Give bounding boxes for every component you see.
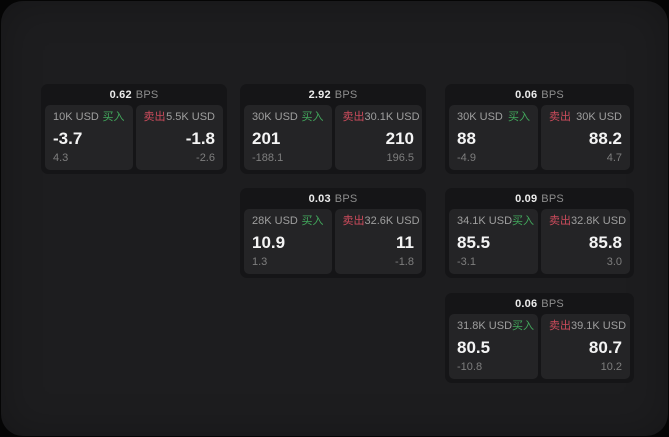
- buy-label: 买入: [102, 111, 125, 123]
- spread-unit: BPS: [541, 192, 564, 205]
- sell-amount: 5.5K USD: [166, 111, 215, 123]
- sell-quote-tile[interactable]: 卖出 30K USD 88.2 4.7: [541, 105, 630, 170]
- spread-value: 0.03: [308, 192, 331, 205]
- spread-unit: BPS: [541, 297, 564, 310]
- sell-price: 80.7: [588, 337, 622, 357]
- spread-unit: BPS: [334, 192, 358, 205]
- buy-amount: 30K USD: [457, 111, 503, 123]
- buy-amount: 30K USD: [252, 111, 298, 123]
- buy-delta: -188.1: [252, 152, 284, 164]
- buy-price: -3.7: [53, 128, 83, 148]
- buy-amount: 34.1K USD: [457, 215, 513, 227]
- sell-amount: 32.6K USD: [364, 215, 420, 227]
- sell-label: 卖出: [342, 215, 365, 227]
- quote-card-3: 0.06 BPS 30K USD 买入 88 -4.9 卖出 30K USD 8…: [445, 84, 634, 174]
- spread-header: 0.06 BPS: [445, 293, 634, 314]
- spread-unit: BPS: [334, 88, 358, 101]
- buy-price: 80.5: [457, 337, 491, 357]
- buy-amount: 10K USD: [53, 111, 99, 123]
- buy-delta: -4.9: [457, 152, 476, 164]
- sell-quote-tile[interactable]: 卖出 32.6K USD 11 -1.8: [334, 209, 422, 274]
- buy-quote-tile[interactable]: 28K USD 买入 10.9 1.3: [244, 209, 332, 274]
- sell-price: -1.8: [185, 128, 215, 148]
- sell-quote-tile[interactable]: 卖出 5.5K USD -1.8 -2.6: [135, 105, 223, 170]
- buy-label: 买入: [301, 111, 324, 123]
- quote-card-5: 0.09 BPS 34.1K USD 买入 85.5 -3.1 卖出 32.8K…: [445, 188, 634, 278]
- buy-price: 201: [252, 128, 281, 148]
- sell-label: 卖出: [342, 111, 365, 123]
- spread-header: 0.03 BPS: [240, 188, 426, 209]
- sell-price: 11: [396, 232, 414, 252]
- sell-price: 210: [385, 128, 414, 148]
- sell-quote-tile[interactable]: 卖出 39.1K USD 80.7 10.2: [541, 314, 630, 379]
- sell-quote-tile[interactable]: 卖出 32.8K USD 85.8 3.0: [541, 209, 630, 274]
- sell-price: 88.2: [588, 128, 622, 148]
- sell-label: 卖出: [549, 111, 571, 123]
- buy-price: 88: [457, 128, 476, 148]
- sell-label: 卖出: [549, 215, 571, 227]
- buy-amount: 28K USD: [252, 215, 298, 227]
- spread-header: 0.06 BPS: [445, 84, 634, 105]
- spread-value: 0.62: [109, 88, 132, 101]
- spread-header: 0.09 BPS: [445, 188, 634, 209]
- sell-price: 85.8: [588, 232, 622, 252]
- sell-quote-tile[interactable]: 卖出 30.1K USD 210 196.5: [334, 105, 422, 170]
- sell-label: 卖出: [549, 320, 571, 332]
- sell-delta: 10.2: [600, 361, 622, 373]
- sell-delta: -1.8: [395, 256, 414, 268]
- buy-quote-tile[interactable]: 30K USD 买入 88 -4.9: [449, 105, 538, 170]
- buy-quote-tile[interactable]: 34.1K USD 买入 85.5 -3.1: [449, 209, 538, 274]
- quote-card-1: 0.62 BPS 10K USD 买入 -3.7 4.3 卖出 5.5K USD…: [41, 84, 227, 174]
- sell-amount: 39.1K USD: [571, 320, 627, 332]
- buy-label: 买入: [512, 215, 535, 227]
- buy-price: 10.9: [252, 232, 286, 252]
- sell-delta: -2.6: [196, 152, 215, 164]
- sell-amount: 30.1K USD: [364, 111, 420, 123]
- quote-card-6: 0.06 BPS 31.8K USD 买入 80.5 -10.8 卖出 39.1…: [445, 293, 634, 383]
- spread-unit: BPS: [541, 88, 564, 101]
- buy-label: 买入: [508, 111, 530, 123]
- spread-value: 0.06: [515, 297, 538, 310]
- spread-header: 0.62 BPS: [41, 84, 227, 105]
- buy-amount: 31.8K USD: [457, 320, 513, 332]
- sell-delta: 4.7: [606, 152, 622, 164]
- buy-delta: 1.3: [252, 256, 268, 268]
- spread-value: 2.92: [308, 88, 331, 101]
- buy-quote-tile[interactable]: 31.8K USD 买入 80.5 -10.8: [449, 314, 538, 379]
- buy-delta: 4.3: [53, 152, 69, 164]
- sell-amount: 32.8K USD: [571, 215, 627, 227]
- quote-card-4: 0.03 BPS 28K USD 买入 10.9 1.3 卖出 32.6K US…: [240, 188, 426, 278]
- spread-unit: BPS: [135, 88, 159, 101]
- quote-card-2: 2.92 BPS 30K USD 买入 201 -188.1 卖出 30.1K …: [240, 84, 426, 174]
- sell-delta: 3.0: [606, 256, 622, 268]
- buy-label: 买入: [301, 215, 324, 227]
- buy-price: 85.5: [457, 232, 491, 252]
- buy-label: 买入: [512, 320, 535, 332]
- buy-delta: -3.1: [457, 256, 476, 268]
- buy-delta: -10.8: [457, 361, 483, 373]
- sell-amount: 30K USD: [576, 111, 622, 123]
- spread-value: 0.06: [515, 88, 538, 101]
- sell-label: 卖出: [143, 111, 166, 123]
- spread-header: 2.92 BPS: [240, 84, 426, 105]
- sell-delta: 196.5: [386, 152, 414, 164]
- buy-quote-tile[interactable]: 10K USD 买入 -3.7 4.3: [45, 105, 133, 170]
- buy-quote-tile[interactable]: 30K USD 买入 201 -188.1: [244, 105, 332, 170]
- spread-value: 0.09: [515, 192, 538, 205]
